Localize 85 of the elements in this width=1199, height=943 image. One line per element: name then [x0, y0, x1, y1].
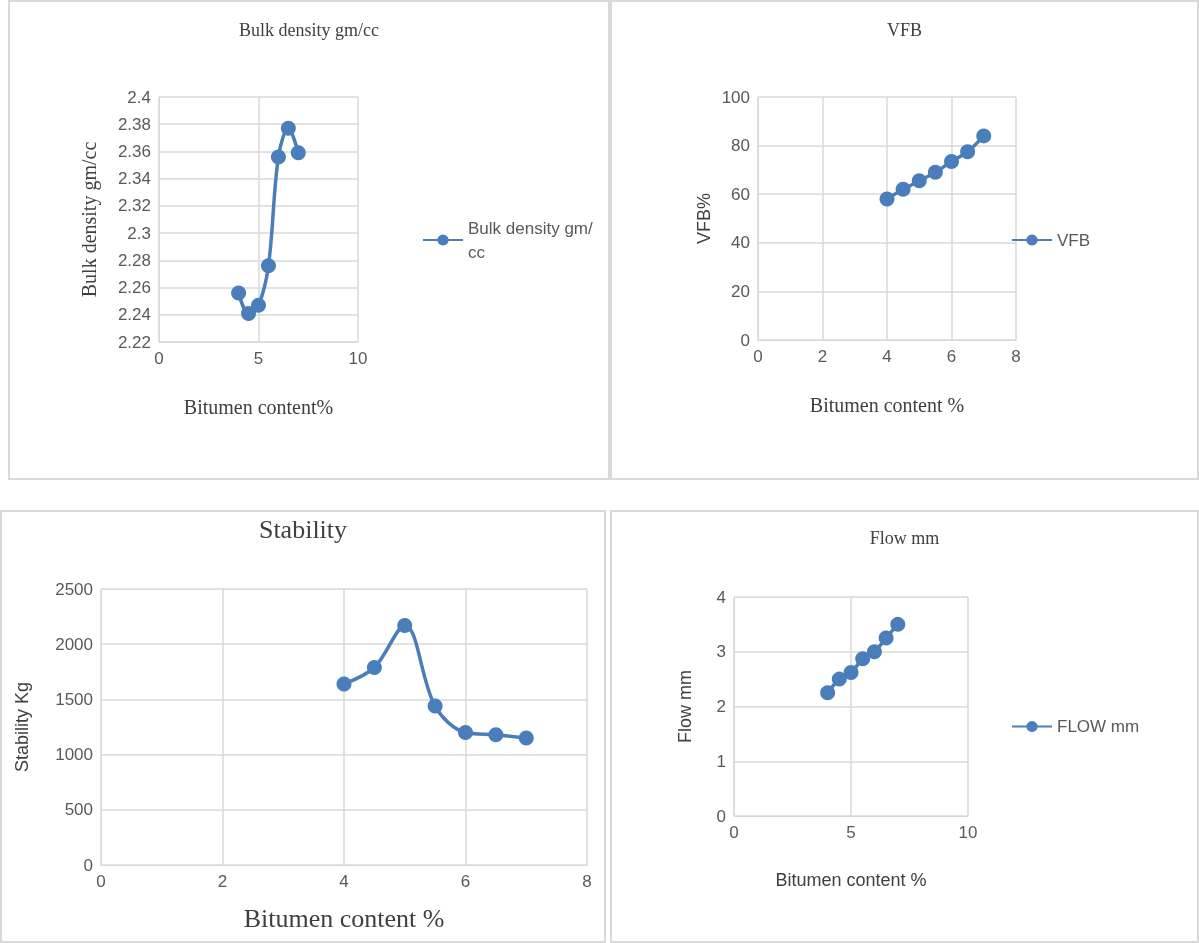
point [927, 164, 943, 180]
point [866, 644, 882, 660]
point [260, 258, 276, 274]
point [855, 651, 871, 667]
y-tick-label: 500 [64, 800, 93, 820]
y-axis-title: Stability Kg [12, 681, 32, 773]
point [879, 191, 895, 207]
y-tick-label: 2.22 [117, 332, 151, 352]
y-tick-label: 2.38 [117, 114, 151, 134]
y-tick-label: 2.28 [117, 250, 151, 270]
point [976, 128, 992, 144]
x-axis-title: Bitumen content % [243, 903, 445, 933]
y-tick-label: 2 [716, 697, 726, 716]
point [960, 144, 976, 160]
y-axis-title: Flow mm [869, 528, 940, 548]
chart-title: Bulk density gm/cc [239, 20, 379, 40]
y-tick-label: 2.24 [117, 305, 151, 325]
x-tick-label: 0 [154, 349, 164, 368]
x-tick-label: 6 [460, 872, 471, 891]
point [831, 671, 847, 687]
x-tick-label: 0 [96, 872, 106, 891]
point [231, 285, 247, 301]
y-tick-label: 1500 [55, 689, 93, 709]
y-tick-label: 2.26 [117, 278, 151, 298]
point [270, 149, 286, 165]
y-tick-label: 2000 [55, 634, 93, 654]
point [336, 676, 352, 692]
chart-title: VFB [886, 20, 923, 40]
y-tick-label: 60 [731, 184, 750, 204]
x-tick-label: 4 [882, 347, 892, 366]
x-tick-label: 2 [817, 347, 828, 366]
y-axis-title: VFB% [694, 192, 714, 245]
point [241, 305, 257, 321]
point [911, 173, 927, 189]
y-tick-label: 2.34 [117, 169, 151, 189]
point [427, 698, 443, 714]
y-axis-title: Bulk density gm/cc [78, 141, 101, 298]
point [878, 630, 894, 646]
x-tick-label: 0 [753, 347, 763, 366]
point [944, 153, 959, 169]
point [820, 685, 836, 701]
x-tick-label: 10 [958, 823, 978, 842]
text: Flow mm [675, 670, 695, 743]
point [890, 616, 906, 632]
point [458, 725, 473, 741]
y-tick-label: 1 [716, 751, 726, 771]
y-tick-label: 2500 [55, 579, 93, 599]
point [290, 145, 306, 161]
y-tick-label: 0 [716, 806, 726, 826]
y-tick-label: 20 [731, 281, 750, 301]
point [488, 727, 504, 743]
y-tick-label: 2.4 [127, 87, 151, 107]
y-tick-label: 4 [716, 587, 726, 607]
legend-label: VFB [1057, 230, 1091, 250]
chart-title: Stability [258, 514, 348, 544]
y-tick-label: 100 [721, 87, 750, 107]
y-tick-label: 40 [731, 233, 750, 253]
x-axis-title: Bitumen content% [183, 396, 334, 418]
y-tick-label: 0 [83, 855, 93, 875]
point [843, 665, 859, 681]
x-axis-title: Bitumen content % [809, 394, 965, 416]
x-tick-label: 2 [217, 872, 228, 891]
legend-label: Bulk density gm/cc [468, 218, 593, 262]
x-axis-title: Bitumen content % [775, 870, 927, 890]
legend-label: FLOW mm [1057, 717, 1140, 736]
x-tick-label: 6 [946, 347, 957, 366]
point [518, 730, 534, 746]
y-tick-label: 3 [716, 642, 726, 662]
y-tick-label: 2.32 [117, 196, 151, 216]
point [280, 120, 296, 136]
x-tick-label: 4 [339, 872, 349, 891]
y-tick-label: 2.3 [127, 223, 151, 243]
point [251, 297, 266, 313]
y-tick-label: 1000 [55, 745, 93, 765]
x-tick-label: 5 [846, 823, 856, 842]
x-tick-label: 8 [1011, 347, 1021, 366]
point [397, 617, 413, 633]
y-tick-label: 2.36 [117, 141, 151, 161]
point [366, 659, 382, 675]
point [895, 181, 911, 197]
x-tick-label: 8 [582, 872, 592, 891]
x-tick-label: 10 [348, 349, 368, 368]
x-tick-label: 5 [253, 349, 264, 368]
y-tick-label: 0 [740, 330, 750, 350]
y-tick-label: 80 [731, 136, 750, 156]
